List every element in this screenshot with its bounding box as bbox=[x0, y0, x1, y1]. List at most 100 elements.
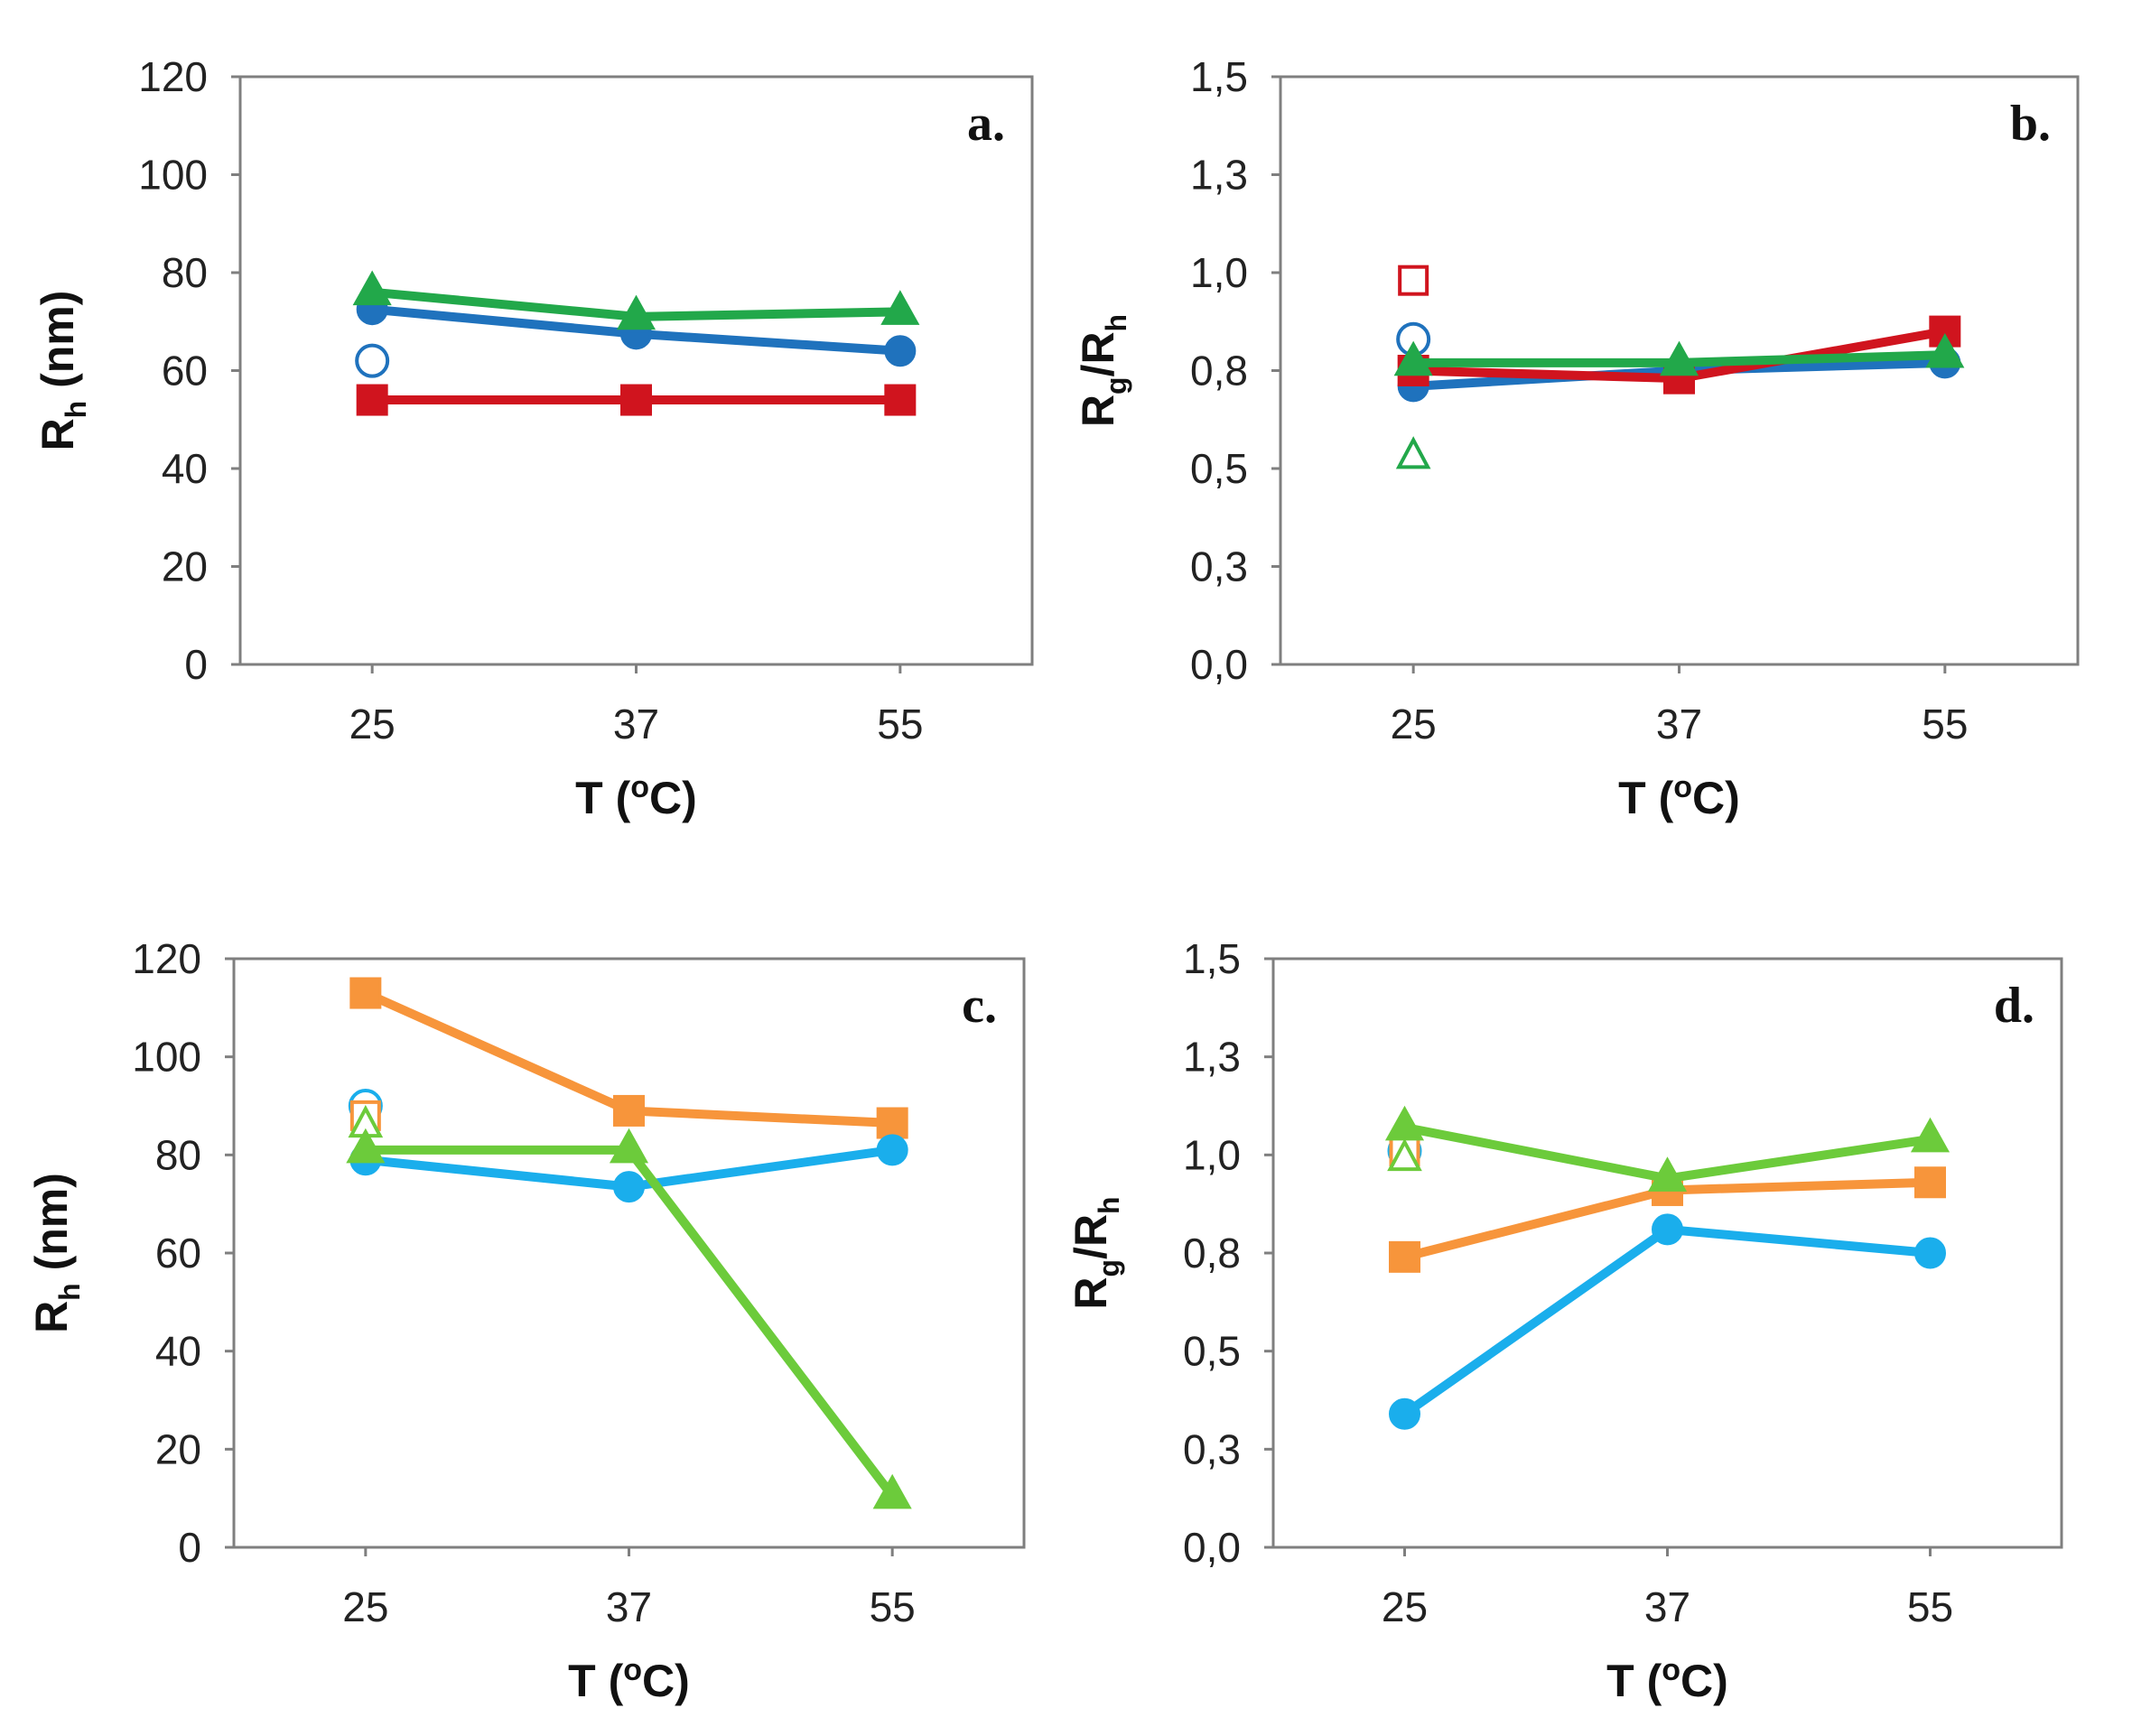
y-axis-title-subscript: h bbox=[53, 1283, 86, 1301]
y-tick-label: 0 bbox=[184, 641, 208, 688]
y-tick-label: 20 bbox=[155, 1425, 201, 1472]
data-point-red bbox=[356, 384, 388, 416]
data-point-green bbox=[1393, 340, 1433, 376]
panel-label: a. bbox=[967, 96, 1005, 152]
y-tick-label: 0,5 bbox=[1183, 1328, 1241, 1375]
y-tick-label: 60 bbox=[162, 348, 208, 395]
data-point-orange bbox=[349, 977, 382, 1009]
data-point-light-green bbox=[346, 1128, 386, 1164]
data-point-cyan bbox=[1389, 1397, 1420, 1430]
open-point-triangle bbox=[1395, 436, 1431, 469]
x-tick-label: 37 bbox=[613, 701, 659, 747]
data-point-cyan bbox=[1652, 1213, 1683, 1246]
x-axis-title-superscript: o bbox=[1673, 770, 1692, 804]
x-axis-title: T (oC) bbox=[1618, 770, 1740, 823]
y-axis-title-mid: /R bbox=[1073, 331, 1123, 376]
open-point-square bbox=[1398, 265, 1429, 296]
y-axis-title-subscript: g bbox=[1093, 1259, 1125, 1277]
x-tick-label: 25 bbox=[349, 701, 396, 747]
y-tick-label: 0,8 bbox=[1190, 348, 1248, 395]
y-tick-label: 1,3 bbox=[1183, 1034, 1241, 1081]
data-point-light-green bbox=[1647, 1156, 1688, 1192]
y-axis-title-main: R bbox=[1073, 395, 1123, 427]
y-tick-label: 120 bbox=[132, 935, 201, 982]
data-point-light-green bbox=[1910, 1117, 1950, 1153]
x-tick-label: 55 bbox=[870, 1583, 916, 1630]
y-axis-title-tail: (nm) bbox=[26, 1173, 77, 1283]
y-tick-label: 1,0 bbox=[1190, 249, 1248, 296]
series-line-cyan bbox=[1400, 1224, 1935, 1419]
data-point-light-green bbox=[1384, 1105, 1425, 1141]
x-axis-title-tail: C) bbox=[642, 1656, 690, 1706]
data-point-green bbox=[616, 294, 656, 330]
x-axis-title-main: T ( bbox=[1606, 1656, 1662, 1706]
y-tick-label: 100 bbox=[132, 1034, 201, 1081]
x-tick-label: 37 bbox=[1644, 1583, 1690, 1630]
chart-panel-d: 0,0 0,3 0,5 0,8 1,0 1,3 1,5 25 37 55 T (oC) Rg/Rh d. bbox=[1066, 935, 2063, 1706]
x-axis-title-tail: C) bbox=[1680, 1656, 1728, 1706]
y-axis-title-subscript: g bbox=[1100, 376, 1132, 395]
y-tick-label: 0,3 bbox=[1190, 543, 1248, 590]
y-tick-label: 1,0 bbox=[1183, 1131, 1241, 1178]
y-axis-title: Rg/Rh bbox=[1066, 1196, 1125, 1309]
data-point-orange bbox=[613, 1094, 645, 1127]
x-axis-title: T (oC) bbox=[575, 770, 697, 823]
data-point-light-green bbox=[609, 1128, 649, 1164]
x-axis-title-tail: C) bbox=[649, 773, 697, 823]
y-tick-label: 100 bbox=[138, 152, 208, 199]
chart-panel-a: 0 20 40 60 80 100 120 25 37 55 T (oC) Rh (nm) a. bbox=[33, 53, 1034, 823]
y-axis-title: Rh (nm) bbox=[33, 291, 92, 451]
y-tick-label: 80 bbox=[162, 249, 208, 296]
y-tick-label: 1,3 bbox=[1190, 152, 1248, 199]
chart-panel-c: 0 20 40 60 80 100 120 25 37 55 T (oC) Rh (nm) c. bbox=[26, 935, 1026, 1706]
open-point-triangle bbox=[1387, 1137, 1422, 1172]
plot-frame bbox=[232, 957, 1026, 1549]
data-point-green bbox=[352, 270, 392, 306]
panel-label: b. bbox=[2010, 96, 2051, 152]
y-tick-label: 0,8 bbox=[1183, 1230, 1241, 1276]
x-tick-label: 25 bbox=[342, 1583, 388, 1630]
y-axis-title-main: R bbox=[1066, 1276, 1116, 1309]
x-axis-title: T (oC) bbox=[1606, 1653, 1728, 1706]
y-axis-title-main: R bbox=[26, 1301, 77, 1333]
data-point-cyan bbox=[613, 1171, 645, 1203]
x-tick-label: 55 bbox=[1907, 1583, 1953, 1630]
y-tick-label: 40 bbox=[155, 1328, 201, 1375]
data-point-green bbox=[1925, 332, 1965, 368]
data-point-cyan bbox=[876, 1134, 908, 1166]
panel-label: d. bbox=[1994, 978, 2034, 1034]
x-tick-label: 37 bbox=[1656, 701, 1702, 747]
y-axis-title-mid: /R bbox=[1066, 1214, 1116, 1259]
x-tick-label: 37 bbox=[606, 1583, 652, 1630]
data-point-orange bbox=[876, 1107, 908, 1139]
x-axis-title: T (oC) bbox=[568, 1653, 690, 1706]
open-point-circle bbox=[355, 343, 390, 378]
data-point-green bbox=[1659, 340, 1699, 376]
y-tick-label: 80 bbox=[155, 1131, 201, 1178]
chart-panel-b: 0,0 0,3 0,5 0,8 1,0 1,3 1,5 25 37 55 T (oC) Rg/Rh b. bbox=[1073, 53, 2080, 823]
x-tick-label: 55 bbox=[1922, 701, 1968, 747]
x-tick-label: 25 bbox=[1391, 701, 1437, 747]
data-point-cyan bbox=[1914, 1237, 1946, 1269]
y-tick-label: 1,5 bbox=[1190, 53, 1248, 100]
x-axis-title-tail: C) bbox=[1692, 773, 1740, 823]
x-axis-title-superscript: o bbox=[630, 770, 649, 804]
y-tick-label: 1,5 bbox=[1183, 935, 1241, 982]
y-tick-label: 0,0 bbox=[1190, 641, 1248, 688]
x-tick-label: 25 bbox=[1382, 1583, 1428, 1630]
y-tick-label: 120 bbox=[138, 53, 208, 100]
x-axis-title-main: T ( bbox=[575, 773, 630, 823]
y-tick-label: 0,3 bbox=[1183, 1425, 1241, 1472]
panel-label: c. bbox=[962, 978, 997, 1034]
y-tick-label: 0,0 bbox=[1183, 1524, 1241, 1571]
x-tick-label: 55 bbox=[877, 701, 923, 747]
data-point-light-green bbox=[872, 1473, 912, 1509]
y-axis-title: Rg/Rh bbox=[1073, 314, 1132, 427]
y-axis-title-subscript-2: h bbox=[1093, 1196, 1125, 1214]
x-axis-title-main: T ( bbox=[568, 1656, 623, 1706]
x-axis-title-main: T ( bbox=[1618, 773, 1673, 823]
y-axis-title-subscript-2: h bbox=[1100, 314, 1132, 332]
data-point-red bbox=[620, 384, 652, 416]
y-tick-label: 20 bbox=[162, 543, 208, 590]
